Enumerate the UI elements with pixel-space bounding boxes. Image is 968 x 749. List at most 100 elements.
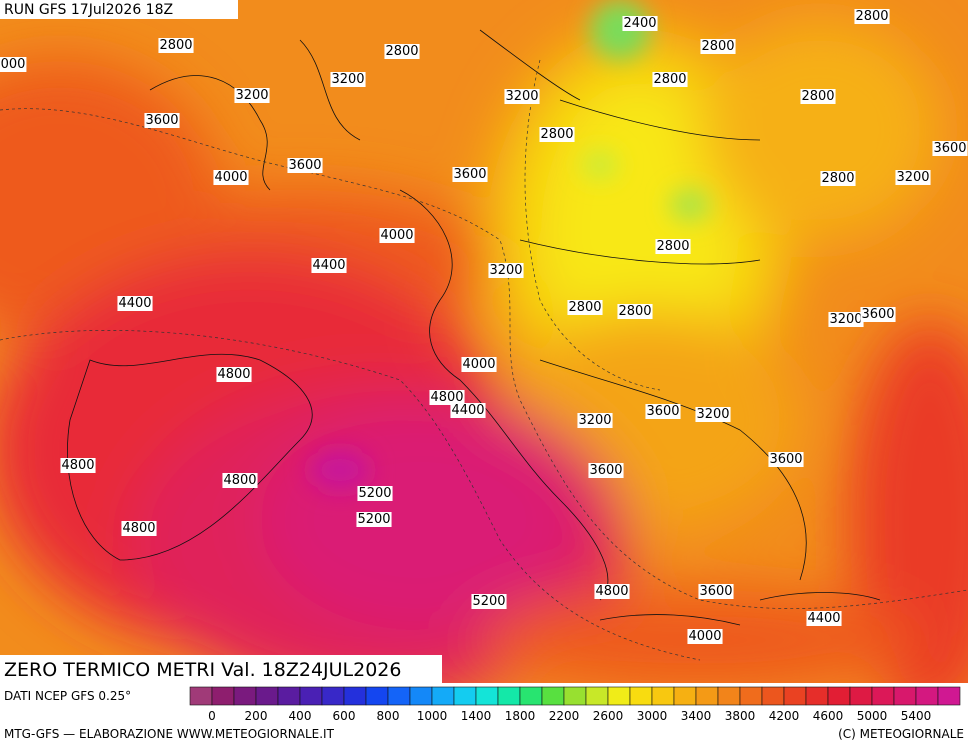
scale-swatch: [365, 686, 389, 706]
contour-label-box: [461, 357, 497, 372]
contour-label: 3200: [896, 170, 929, 185]
scale-swatch: [739, 686, 763, 706]
contour-label-box: [622, 16, 658, 31]
contour-label-box: [287, 158, 323, 173]
contour-label: 3600: [453, 167, 486, 182]
contour-label: 4000: [688, 629, 721, 644]
contour-label: 3600: [646, 404, 679, 419]
contour-label: 4400: [312, 258, 345, 273]
contour-label-box: [539, 127, 575, 142]
contour-label: 2800: [385, 44, 418, 59]
scale-swatch: [849, 686, 873, 706]
contour-label: 2800: [653, 72, 686, 87]
contour-label: 2800: [701, 39, 734, 54]
contour-label: 3200: [829, 312, 862, 327]
contour-label: 3600: [933, 141, 966, 156]
contour-label: 4400: [451, 403, 484, 418]
scale-swatch: [937, 686, 961, 706]
scale-label: 1400: [461, 709, 492, 723]
scale-swatch: [255, 686, 279, 706]
contour-label-box: [0, 57, 27, 72]
contour-label-box: [768, 452, 804, 467]
contour-label-box: [429, 390, 465, 405]
contour-label-box: [311, 258, 347, 273]
contour-label-box: [932, 141, 968, 156]
contour-label: 4000: [380, 228, 413, 243]
contour-label: 2800: [855, 9, 888, 24]
contour-label-box: [471, 594, 507, 609]
scale-label: 5000: [857, 709, 888, 723]
scale-swatch: [409, 686, 433, 706]
scale-swatch: [651, 686, 675, 706]
scale-swatch: [827, 686, 851, 706]
scale-swatch: [717, 686, 741, 706]
contour-label: 4800: [122, 521, 155, 536]
map-field: 2800 2800 2400 2800 2800 000 3200 2800 3200 3200 2…: [0, 0, 968, 683]
contour-label: 3600: [589, 463, 622, 478]
contour-label: 3200: [331, 72, 364, 87]
contour-label-box: [645, 404, 681, 419]
data-source: DATI NCEP GFS 0.25°: [4, 689, 131, 703]
contour-label: 4800: [430, 390, 463, 405]
contour-label-box: [806, 611, 842, 626]
contour-label-box: [687, 629, 723, 644]
scale-label: 3000: [637, 709, 668, 723]
contour-label-box: [652, 72, 688, 87]
contour-label-box: [488, 263, 524, 278]
scale-label: 800: [377, 709, 400, 723]
scale-swatch: [761, 686, 785, 706]
contour-label: 3600: [699, 584, 732, 599]
scale-swatch: [299, 686, 323, 706]
scale-swatch: [893, 686, 917, 706]
contour-label: 2800: [540, 127, 573, 142]
contour-label-box: [222, 473, 258, 488]
contour-label-box: [828, 312, 864, 327]
contour-label-box: [895, 170, 931, 185]
contour-label: 3600: [861, 307, 894, 322]
contour-label: 3600: [288, 158, 321, 173]
contour-label: 2800: [656, 239, 689, 254]
scale-swatch: [277, 686, 301, 706]
contour-label-box: [117, 296, 153, 311]
scale-swatch: [695, 686, 719, 706]
contour-label-box: [854, 9, 890, 24]
scale-swatch: [343, 686, 367, 706]
contour-label-box: [588, 463, 624, 478]
scale-label: 3400: [681, 709, 712, 723]
contour-label-box: [617, 304, 653, 319]
scale-label: 0: [208, 709, 216, 723]
contour-label-box: [577, 413, 613, 428]
credits-left: MTG-GFS — ELABORAZIONE WWW.METEOGIORNALE…: [4, 727, 335, 741]
title-box: [0, 655, 442, 683]
contour-label-box: [452, 167, 488, 182]
scale-swatch: [233, 686, 257, 706]
scale-swatch: [453, 686, 477, 706]
scale-swatch: [805, 686, 829, 706]
contour-label-box: [357, 486, 393, 501]
scale-label: 400: [289, 709, 312, 723]
contour-label-box: [330, 72, 366, 87]
contour-label: 4000: [214, 170, 247, 185]
contour-label-box: [158, 38, 194, 53]
scale-swatch: [607, 686, 631, 706]
color-scale: 0 200 400 600 800 1000 1400 1800 2200 2600 3000 340…: [189, 686, 961, 723]
contour-label: 2800: [801, 89, 834, 104]
contour-label: 3600: [145, 113, 178, 128]
contour-label: 4000: [462, 357, 495, 372]
contour-label: 4400: [118, 296, 151, 311]
contour-label: 2400: [623, 16, 656, 31]
scale-swatch: [783, 686, 807, 706]
contour-label-box: [144, 113, 180, 128]
contour-label: 3200: [505, 89, 538, 104]
contour-label-box: [700, 39, 736, 54]
contour-label: 4400: [807, 611, 840, 626]
coastlines: [67, 29, 881, 626]
scale-swatch: [871, 686, 895, 706]
scale-label: 2200: [549, 709, 580, 723]
contour-label: 4800: [217, 367, 250, 382]
contour-label: 3600: [769, 452, 802, 467]
contour-label-box: [216, 367, 252, 382]
scale-swatch: [387, 686, 411, 706]
scale-swatch: [673, 686, 697, 706]
run-box: [0, 0, 238, 19]
